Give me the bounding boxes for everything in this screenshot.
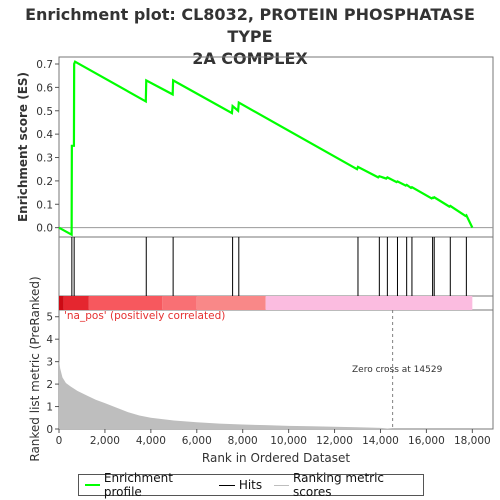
chart-title: Enrichment plot: CL8032, PROTEIN PHOSPHA… [0,4,500,70]
legend-label-ranking: Ranking metric scores [293,471,385,499]
es-panel-frame [58,56,494,238]
es-ylabel: Enrichment score (ES) [16,72,30,222]
es-y-tick-label: 0.7 [36,59,53,71]
legend: Enrichment profile Hits Ranking metric s… [78,471,424,499]
heat-segment [265,296,473,310]
es-layer [58,60,493,237]
axes: 0.0 0.1 0.2 0.3 0.4 0.5 0.6 0.7 0 1 2 3 4 5 0 2,000 4,00… [36,59,490,447]
es-y-tick-label: 0.3 [36,153,53,165]
metric-ylabel: Ranked list metric (PreRanked) [28,276,42,461]
metric-area [59,359,473,429]
heat-segment [162,296,197,310]
x-tick-label: 6,000 [182,435,212,447]
heat-bar [59,296,473,310]
legend-label-hits: Hits [238,478,263,492]
es-y-tick-label: 0.5 [36,106,53,118]
x-tick-label: 2,000 [90,435,120,447]
zero-cross-label: Zero cross at 14529 [352,365,443,375]
metric-y-tick-label: 4 [46,334,53,346]
heat-segment [88,296,163,310]
es-y-tick-label: 0.4 [36,129,53,141]
legend-item-hits: Hits [218,478,263,492]
metric-y-tick-label: 0 [46,424,53,436]
heat-segment [59,296,64,310]
enrichment-chart: 0.0 0.1 0.2 0.3 0.4 0.5 0.6 0.7 0 1 2 3 4 5 0 2,000 4,00… [16,56,494,465]
metric-y-tick-label: 5 [46,312,53,324]
legend-item-enrichment-profile: Enrichment profile [85,471,207,499]
legend-swatch-ranking [274,484,290,486]
legend-swatch-enrichment [85,484,100,486]
legend-swatch-hits [218,484,235,486]
es-y-tick-label: 0.2 [36,176,53,188]
metric-y-tick-label: 1 [46,402,53,414]
es-y-tick-label: 0.6 [36,82,53,94]
chart-title-line-2: 2A COMPLEX [192,49,308,68]
x-tick-label: 10,000 [270,435,307,447]
hits-panel-frame [58,236,494,297]
legend-item-ranking-metric: Ranking metric scores [274,471,417,499]
x-tick-label: 4,000 [136,435,166,447]
hits-layer [71,237,467,296]
metric-y-tick-label: 2 [46,379,53,391]
x-tick-label: 16,000 [408,435,445,447]
es-y-tick-label: 0.0 [36,223,53,235]
es-profile-line [58,60,474,237]
x-tick-label: 18,000 [454,435,491,447]
metric-layer [59,310,473,429]
x-tick-label: 0 [56,435,63,447]
x-axis-label: Rank in Ordered Dataset [202,451,350,465]
es-y-tick-label: 0.1 [36,199,53,211]
x-tick-label: 14,000 [362,435,399,447]
metric-y-tick-label: 3 [46,357,53,369]
x-tick-label: 12,000 [316,435,353,447]
pos-correlated-label: 'na_pos' (positively correlated) [64,310,225,322]
legend-label-enrichment: Enrichment profile [103,471,173,499]
heat-segment [63,296,89,310]
chart-title-line-1: Enrichment plot: CL8032, PROTEIN PHOSPHA… [25,5,475,46]
x-tick-label: 8,000 [228,435,258,447]
heat-segment [196,296,266,310]
